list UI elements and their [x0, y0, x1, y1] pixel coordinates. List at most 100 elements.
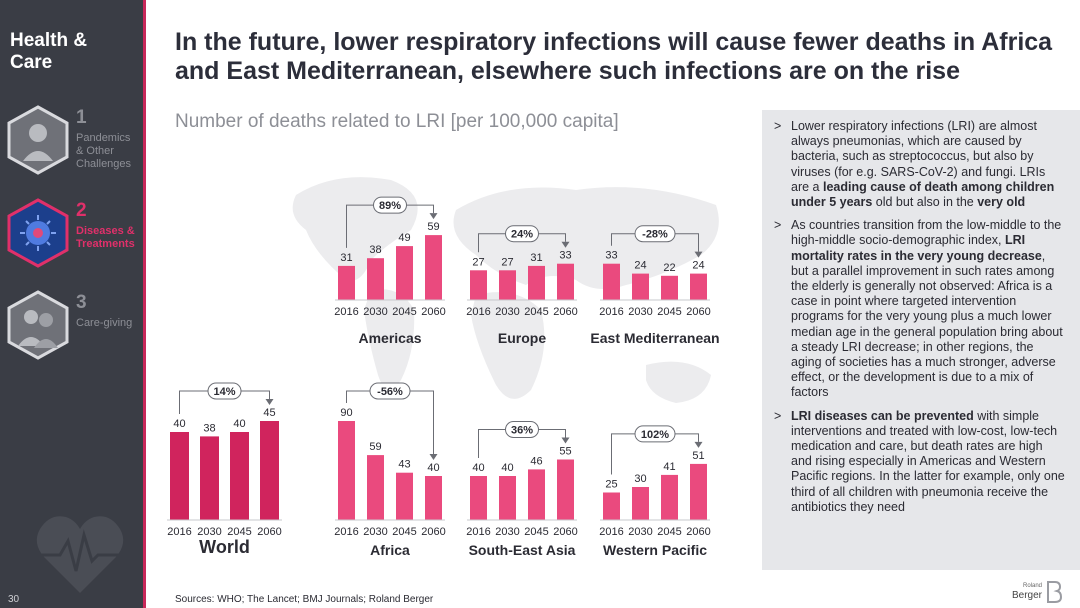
europe-year-label: 2030 [495, 306, 519, 318]
nav-label: Pandemics & Other Challenges [76, 132, 132, 170]
americas-change-arrow [429, 213, 438, 220]
south-east-asia-value-label: 46 [530, 455, 542, 467]
western-pacific-bar-2016 [603, 492, 620, 520]
nav-number: 1 [76, 107, 87, 128]
world-bar-2060 [260, 421, 279, 520]
world-value-label: 40 [173, 418, 185, 430]
africa-bar-2016 [338, 421, 355, 520]
note-text: with simple interventions and treated wi… [791, 408, 1065, 514]
notes-panel: > Lower respiratory infections (LRI) are… [762, 110, 1080, 570]
note-text: As countries transition from the low-mid… [791, 218, 1062, 248]
south-east-asia-change-badge [505, 421, 539, 438]
chevron-right-icon: > [774, 408, 782, 423]
americas-bar-2030 [367, 258, 384, 300]
western-pacific-year-label: 2030 [628, 526, 652, 538]
nav-number: 3 [76, 292, 87, 313]
brand-title: Health & Care [10, 30, 88, 73]
western-pacific-year-label: 2045 [657, 526, 681, 538]
note-bold: leading cause of death among children un… [791, 179, 1055, 210]
source-note: Sources: WHO; The Lancet; BMJ Journals; … [175, 594, 434, 605]
western-pacific-bar-2045 [661, 474, 678, 520]
east-mediterranean-year-label: 2045 [657, 306, 681, 318]
east-mediterranean-value-label: 22 [663, 262, 675, 274]
europe-change-value: 24% [511, 229, 533, 241]
world-value-label: 38 [203, 422, 215, 434]
western-pacific-value-label: 30 [634, 473, 646, 485]
south-east-asia-value-label: 40 [472, 462, 484, 474]
chevron-right-icon: > [774, 218, 782, 233]
east-mediterranean-year-label: 2060 [686, 306, 710, 318]
south-east-asia-change-value: 36% [511, 425, 533, 437]
logo-small-text: Roland [1022, 583, 1042, 589]
americas-bar-2045 [396, 246, 413, 300]
chart-subtitle: Number of deaths related to LRI [per 100… [175, 111, 619, 132]
europe-region-label: Europe [498, 330, 546, 346]
nav-item-diseases[interactable]: 2 Diseases & Treatments [0, 198, 143, 268]
world-change-value: 14% [213, 386, 235, 398]
americas-value-label: 31 [340, 252, 352, 264]
east-mediterranean-bar-2030 [632, 273, 649, 300]
page-number: 30 [8, 594, 20, 605]
africa-year-label: 2060 [421, 526, 445, 538]
virus-icon [7, 198, 69, 268]
world-year-label: 2016 [167, 526, 191, 538]
americas-bar-2060 [425, 235, 442, 300]
europe-year-label: 2060 [553, 306, 577, 318]
europe-change-badge [505, 225, 539, 243]
sidebar: Health & Care 1 Pandemics & Other Challe… [0, 0, 146, 608]
note-text: Lower respiratory infections (LRI) are a… [791, 119, 1046, 194]
world-region-label: World [199, 537, 250, 557]
nav-item-pandemics[interactable]: 1 Pandemics & Other Challenges [0, 105, 143, 175]
western-pacific-change-value: 102% [641, 429, 669, 441]
americas-year-label: 2045 [392, 306, 416, 318]
europe-year-label: 2016 [466, 306, 490, 318]
nav-item-caregiving[interactable]: 3 Care-giving [0, 290, 143, 360]
logo-name-text: Berger [1011, 590, 1042, 601]
world-change-arrow [265, 399, 274, 405]
south-east-asia-year-label: 2060 [553, 526, 577, 538]
nav-label: Diseases & Treatments [76, 225, 135, 250]
east-mediterranean-value-label: 33 [605, 250, 617, 262]
note-bold: very old [977, 195, 1026, 210]
americas-year-label: 2030 [363, 306, 387, 318]
note-text: old but also in the [872, 195, 978, 210]
americas-year-label: 2060 [421, 306, 445, 318]
east-mediterranean-value-label: 24 [692, 260, 704, 272]
western-pacific-value-label: 25 [605, 479, 617, 491]
nav-number: 2 [76, 200, 87, 221]
lri-deaths-chart: 40 2016 38 2030 40 2045 45 2060 14% World 31 2016 38… [167, 177, 720, 558]
africa-value-label: 43 [398, 459, 410, 471]
europe-bar-2016 [470, 270, 487, 300]
europe-change-arrow [561, 241, 570, 248]
africa-year-label: 2045 [392, 526, 416, 538]
americas-change-value: 89% [379, 200, 401, 212]
africa-change-badge [369, 382, 411, 400]
east-mediterranean-bar-2060 [690, 273, 707, 300]
africa-bar-2030 [367, 455, 384, 520]
americas-value-label: 59 [427, 221, 439, 233]
europe-value-label: 33 [559, 250, 571, 262]
note-item: > LRI diseases can be prevented with sim… [774, 409, 1066, 515]
africa-value-label: 90 [340, 407, 352, 419]
caregiving-icon [7, 290, 69, 360]
world-value-label: 45 [263, 407, 275, 419]
africa-change-value: -56% [377, 386, 403, 398]
pandemics-icon [7, 105, 69, 175]
south-east-asia-year-label: 2016 [466, 526, 490, 538]
africa-bar-2060 [425, 476, 442, 520]
world-year-label: 2060 [257, 526, 281, 538]
south-east-asia-bar-2016 [470, 476, 487, 520]
south-east-asia-bar-2060 [557, 459, 574, 520]
heart-pulse-icon [36, 516, 124, 593]
east-mediterranean-region-label: East Mediterranean [590, 330, 719, 346]
nav-label: Care-giving [76, 317, 133, 329]
africa-value-label: 40 [427, 462, 439, 474]
americas-change-badge [373, 196, 407, 214]
south-east-asia-region-label: South-East Asia [469, 542, 576, 558]
east-mediterranean-year-label: 2030 [628, 306, 652, 318]
world-change-badge [207, 382, 242, 400]
americas-value-label: 49 [398, 232, 410, 244]
americas-value-label: 38 [369, 244, 381, 256]
western-pacific-region-label: Western Pacific [603, 542, 707, 558]
east-mediterranean-bar-2016 [603, 263, 620, 300]
